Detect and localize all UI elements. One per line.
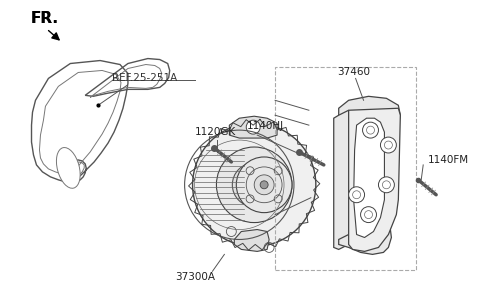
- Bar: [275, 67, 416, 270]
- Text: 37300A: 37300A: [175, 272, 215, 282]
- Circle shape: [378, 177, 395, 193]
- Polygon shape: [339, 96, 400, 128]
- Polygon shape: [234, 230, 269, 251]
- Circle shape: [232, 163, 276, 207]
- Circle shape: [216, 147, 292, 223]
- Circle shape: [236, 157, 292, 213]
- Text: FR.: FR.: [31, 11, 59, 26]
- Circle shape: [254, 175, 274, 195]
- Polygon shape: [354, 118, 384, 237]
- Polygon shape: [229, 116, 277, 138]
- Text: 1120GK: 1120GK: [194, 127, 236, 137]
- Circle shape: [192, 123, 316, 246]
- Text: 1140HJ: 1140HJ: [247, 121, 284, 131]
- Ellipse shape: [57, 148, 80, 188]
- Text: REF.25-251A: REF.25-251A: [112, 73, 177, 83]
- Polygon shape: [348, 108, 400, 251]
- Text: 1140FM: 1140FM: [428, 155, 469, 165]
- Circle shape: [362, 122, 378, 138]
- Text: FR.: FR.: [31, 11, 59, 26]
- Text: 37460: 37460: [336, 67, 370, 78]
- Circle shape: [381, 137, 396, 153]
- Polygon shape: [339, 220, 391, 254]
- Circle shape: [260, 181, 268, 189]
- Polygon shape: [334, 110, 350, 249]
- Circle shape: [360, 207, 376, 223]
- Circle shape: [246, 120, 260, 134]
- Circle shape: [348, 187, 364, 203]
